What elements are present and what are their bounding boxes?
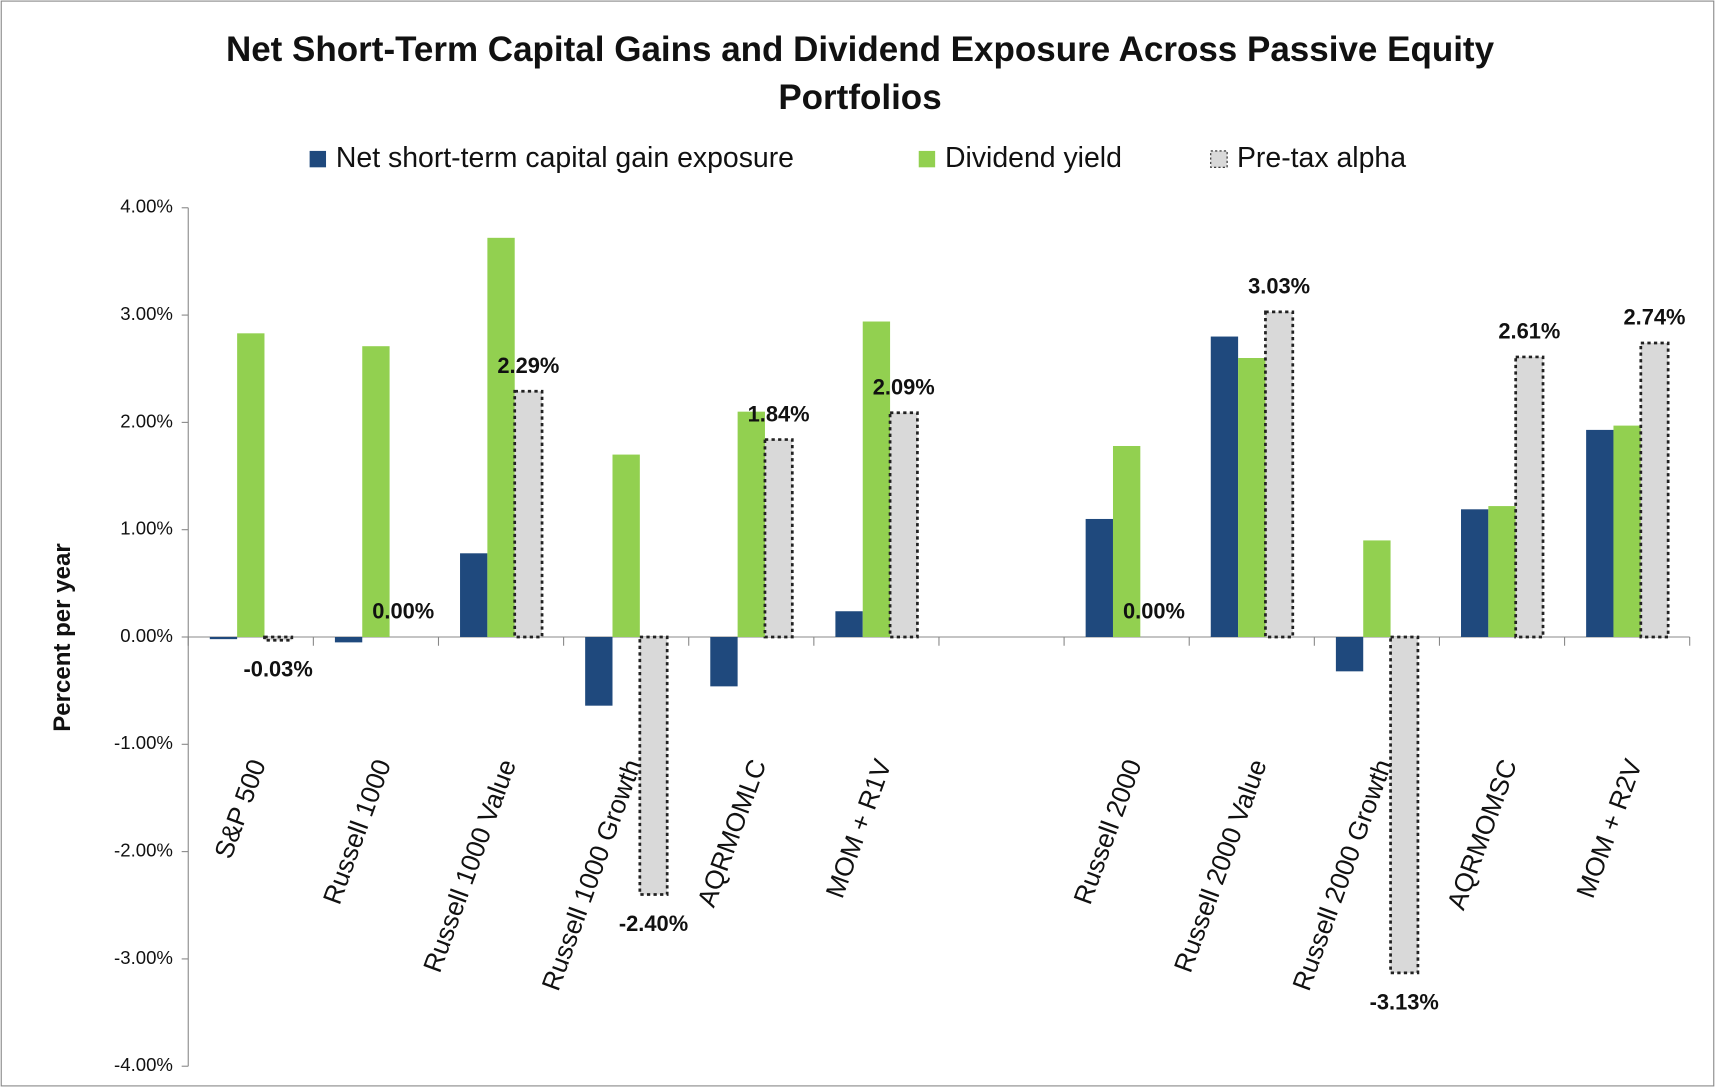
bar <box>1363 540 1391 637</box>
legend-label: Pre-tax alpha <box>1237 142 1406 174</box>
data-label: 0.00% <box>372 599 434 624</box>
y-tick-label: -4.00% <box>114 1054 173 1075</box>
data-label: -2.40% <box>619 911 688 936</box>
y-tick-label: -1.00% <box>114 732 173 753</box>
legend-label: Net short-term capital gain exposure <box>336 142 794 174</box>
bar <box>1461 509 1489 637</box>
bar <box>1264 310 1295 639</box>
bar <box>1586 429 1614 637</box>
bar <box>1389 635 1420 975</box>
bar <box>209 636 238 640</box>
x-tick-label: AQRMOMLC <box>691 755 772 910</box>
data-label: -0.03% <box>244 657 313 682</box>
x-tick-label: Russell 1000 Growth <box>536 755 647 994</box>
bar <box>334 636 363 643</box>
chart-title: Net Short-Term Capital Gains and Dividen… <box>225 30 1495 117</box>
bar <box>638 635 669 896</box>
bar <box>710 636 738 687</box>
bar <box>763 438 794 639</box>
legend-label: Dividend yield <box>945 142 1122 174</box>
bar <box>612 454 640 637</box>
bar <box>362 346 390 637</box>
bar <box>1335 636 1364 672</box>
bar <box>487 237 515 637</box>
y-axis-label: Percent per year <box>49 543 76 731</box>
x-tick-label: Russell 1000 Value <box>417 755 522 976</box>
x-tick-label: AQRMOMSC <box>1441 755 1523 913</box>
data-label: 3.03% <box>1248 274 1310 299</box>
bar <box>263 635 294 642</box>
legend-swatch <box>309 150 327 168</box>
data-label: 2.09% <box>873 374 935 399</box>
bar <box>1488 506 1516 637</box>
y-tick-label: 0.00% <box>120 625 173 646</box>
data-label: 0.00% <box>1123 599 1185 624</box>
legend-swatch <box>1210 150 1228 168</box>
x-tick-label: MOM + R1V <box>820 755 898 902</box>
bar <box>1238 358 1266 637</box>
bar <box>888 411 919 639</box>
y-tick-label: -2.00% <box>114 840 173 861</box>
y-tick-label: -3.00% <box>114 947 173 968</box>
y-tick-label: 3.00% <box>120 303 173 324</box>
data-label: -3.13% <box>1370 989 1439 1014</box>
bar <box>1639 341 1670 639</box>
data-label: 2.74% <box>1623 305 1685 330</box>
bar <box>835 611 863 637</box>
x-tick-label: Russell 2000 Value <box>1168 755 1273 976</box>
legend-swatch <box>918 150 936 168</box>
bar <box>1210 336 1239 637</box>
bar <box>237 333 265 637</box>
bar <box>1514 355 1545 639</box>
y-tick-label: 2.00% <box>120 410 173 431</box>
bar <box>513 389 544 639</box>
bar <box>1112 445 1141 637</box>
bar <box>1085 518 1113 637</box>
y-tick-label: 4.00% <box>120 196 173 217</box>
bar <box>862 321 891 637</box>
bar <box>737 411 765 637</box>
x-tick-label: Russell 2000 Growth <box>1286 755 1397 994</box>
x-tick-label: S&P 500 <box>208 755 271 862</box>
data-label: 2.61% <box>1498 319 1560 344</box>
bar <box>1613 425 1641 637</box>
y-tick-label: 1.00% <box>120 518 173 539</box>
x-tick-label: Russell 2000 <box>1067 755 1147 908</box>
x-tick-label: MOM + R2V <box>1570 755 1648 902</box>
data-label: 2.29% <box>497 353 559 378</box>
bar <box>460 553 488 637</box>
bar <box>585 636 613 706</box>
data-label: 1.84% <box>748 401 810 426</box>
x-tick-label: Russell 1000 <box>317 755 397 908</box>
